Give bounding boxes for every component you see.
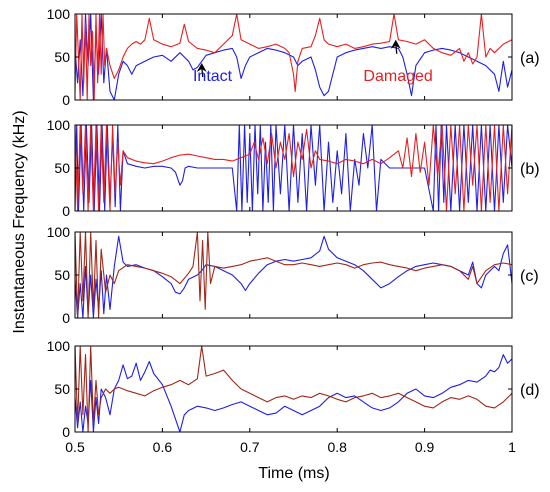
y-tick-label: 100 [47,224,71,240]
panel-0: 0 50 100 (a) Intact Damaged [47,6,540,108]
panel-frame [74,345,513,433]
series-line-0 [75,14,512,100]
series-line-1 [75,232,512,318]
y-tick-label: 50 [54,267,70,283]
y-tick-label: 0 [62,424,70,440]
annotation-label: Intact [193,68,233,85]
y-tick-label: 100 [47,338,71,354]
x-tick-label: 1 [508,439,516,455]
y-tick-label: 50 [54,49,70,65]
series-line-0 [75,235,512,318]
panel-frame [74,231,513,319]
x-tick-label: 0.5 [65,439,85,455]
panel-1: 0 50 100 (b) [47,117,540,219]
panel-label: (a) [520,50,540,67]
panel-label: (b) [520,161,540,178]
panel-2: 0 50 100 (c) [47,224,539,326]
x-tick-label: 0.6 [153,439,173,455]
y-tick-label: 0 [62,310,70,326]
annotation-label: Damaged [363,68,432,85]
series-group [75,232,512,318]
y-tick-label: 0 [62,203,70,219]
y-axis-label: Instantaneous Frequency (kHz) [11,110,28,333]
y-tick-label: 100 [47,6,71,22]
y-tick-label: 100 [47,117,71,133]
series-line-0 [75,125,512,211]
panels: 0 50 100 (a) Intact Damaged 0 50 100 (b) 0 50 100 (c)… [47,6,540,440]
x-axis-tick-labels: 0.5 0.6 0.7 0.8 0.9 1 [65,439,516,455]
series-line-1 [75,346,512,432]
annotation-arrowhead [196,63,207,73]
series-line-1 [75,125,512,211]
series-group [75,14,512,100]
x-tick-label: 0.9 [415,439,435,455]
panel-3: 0 50 100 (d) [47,338,540,440]
series-line-0 [75,354,512,432]
x-tick-label: 0.7 [240,439,260,455]
y-tick-label: 50 [54,160,70,176]
annotation-arrowhead [390,39,401,49]
series-group [75,125,512,211]
y-tick-label: 0 [62,92,70,108]
series-group [75,346,512,432]
panel-label: (d) [520,382,540,399]
y-tick-label: 50 [54,381,70,397]
x-axis-label: Time (ms) [258,465,329,482]
series-line-1 [75,14,512,100]
x-tick-label: 0.8 [327,439,347,455]
panel-label: (c) [520,268,539,285]
